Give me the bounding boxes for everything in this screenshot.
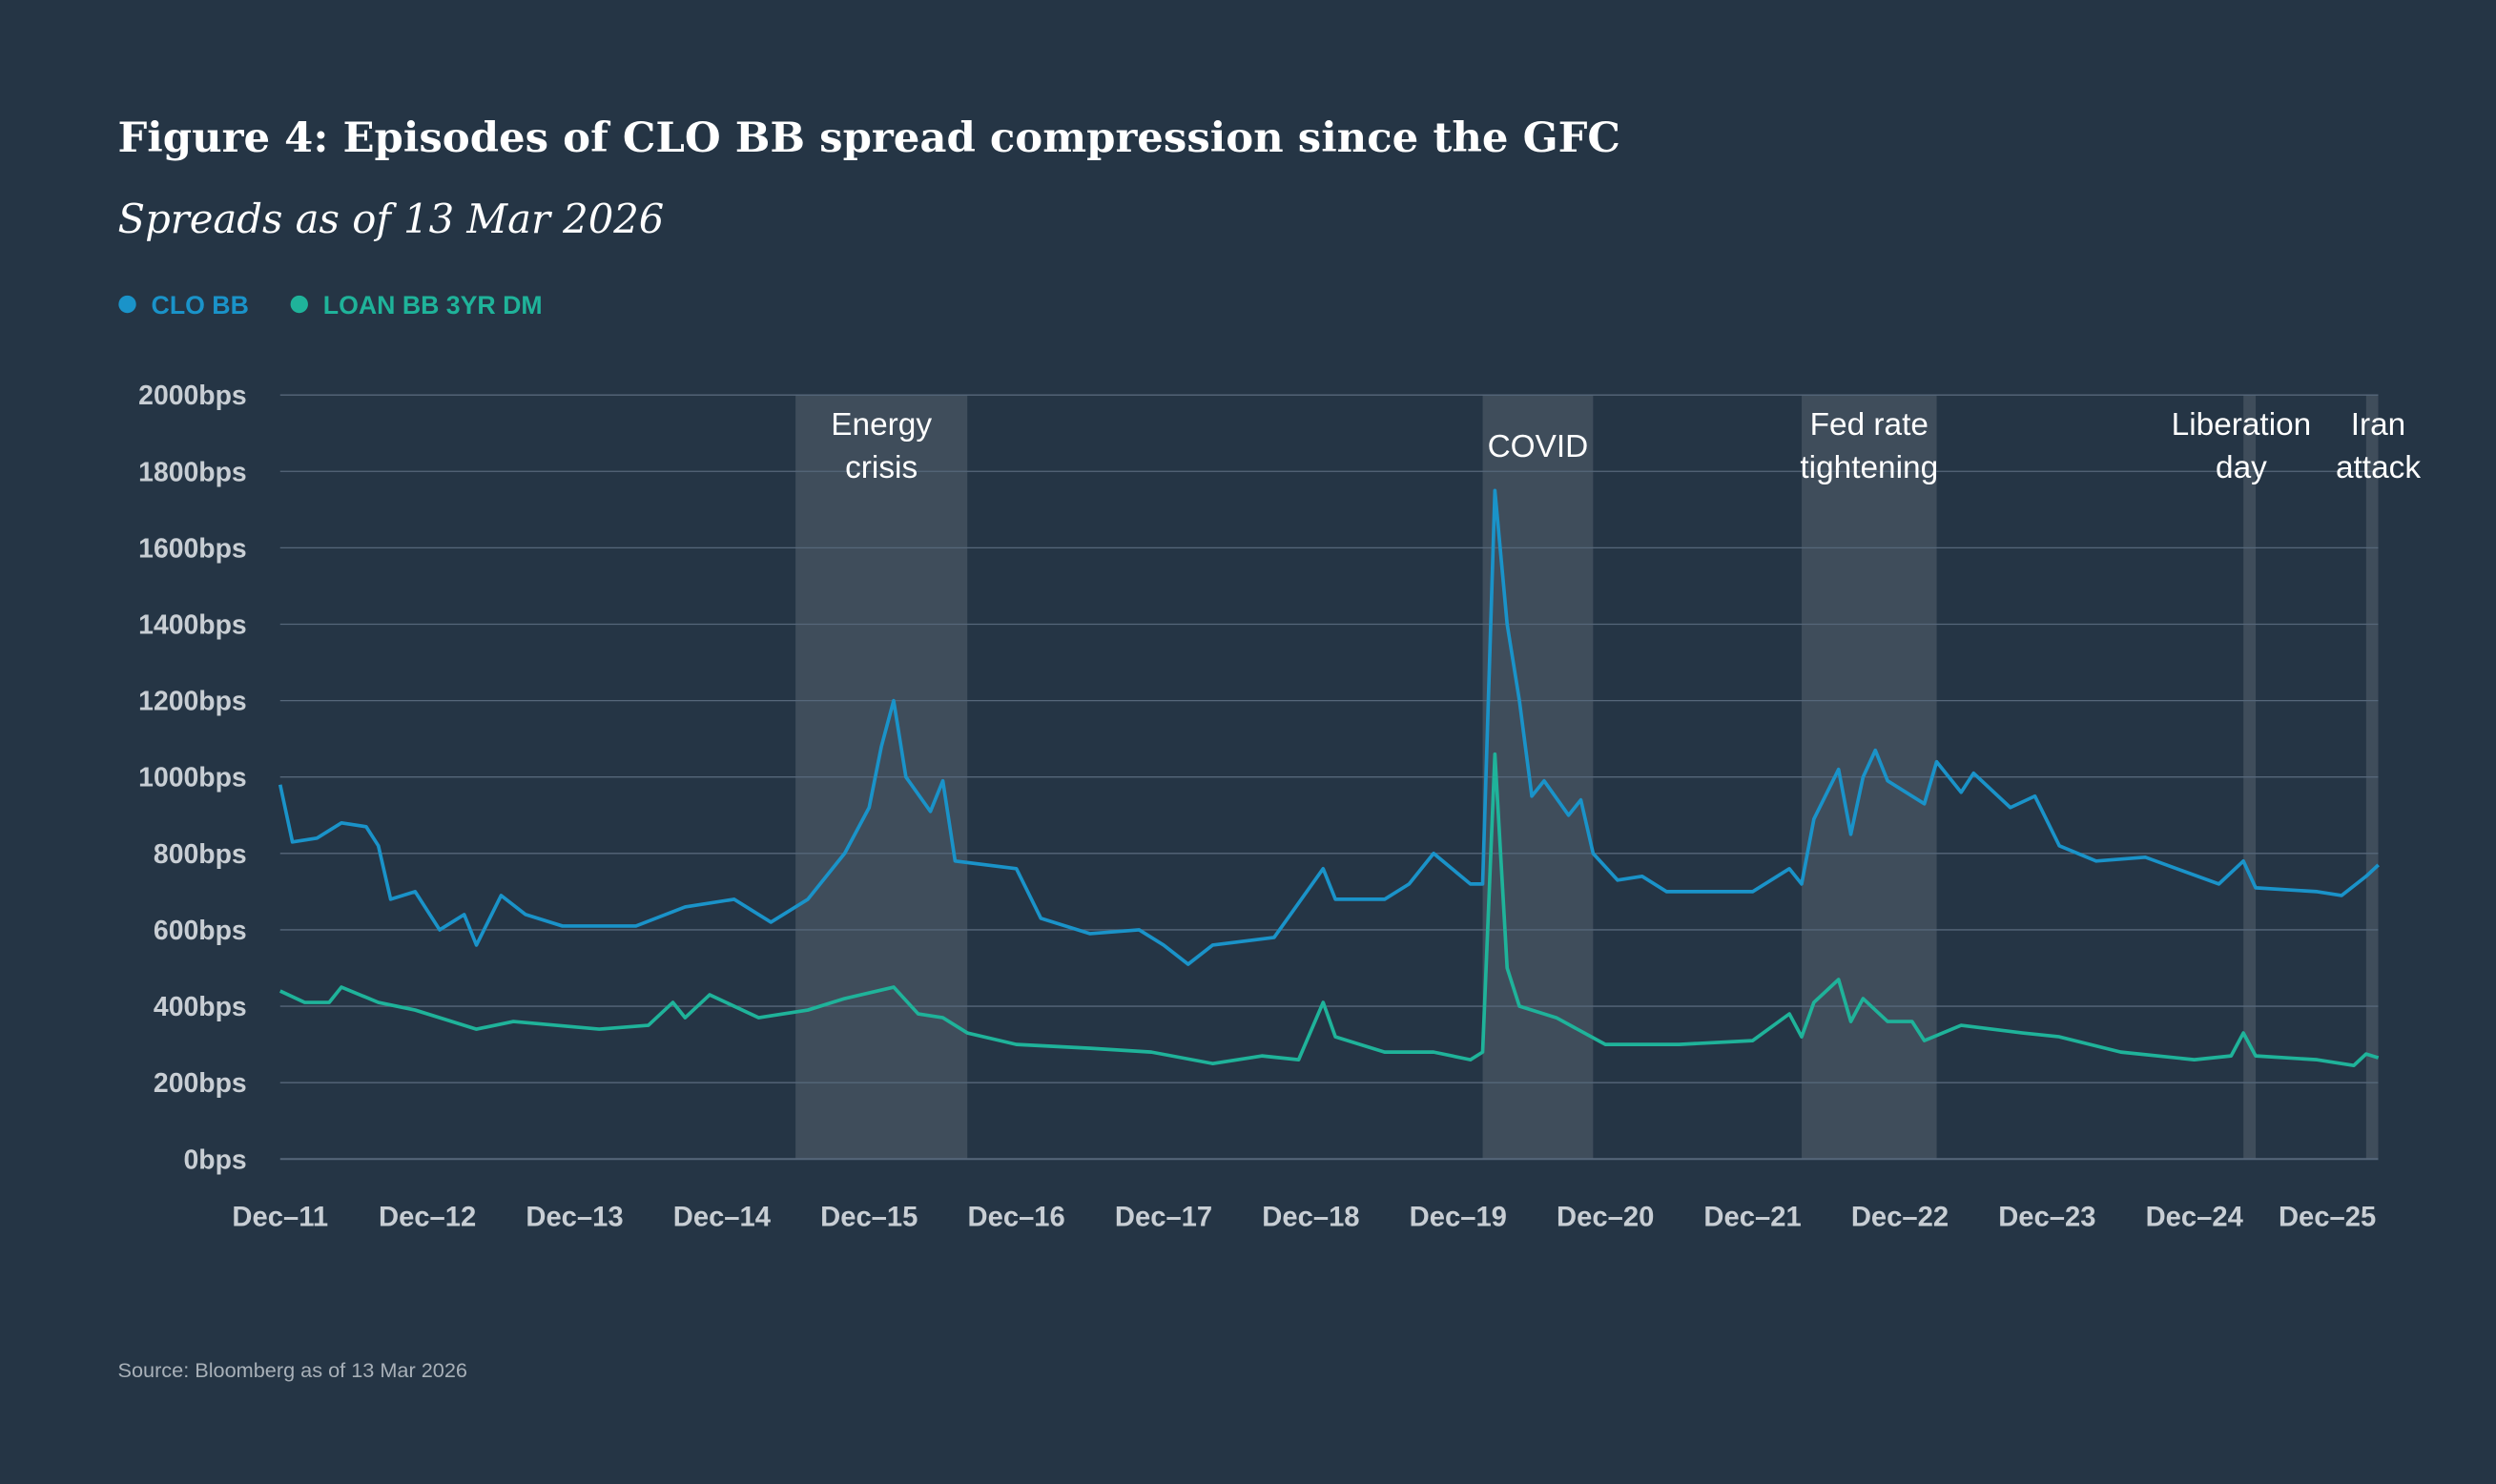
annotation-label: Iran [2351, 407, 2406, 443]
y-tick-label: 1800bps [138, 457, 247, 487]
y-tick-label: 600bps [154, 916, 247, 946]
annotation-label: attack [2336, 450, 2421, 485]
x-tick-label: Dec–19 [1410, 1202, 1507, 1232]
x-axis: Dec–11 Dec–12 Dec–13 Dec–14 Dec–15 Dec–16 Dec–… [232, 1202, 2376, 1232]
y-tick-label: 1400bps [138, 610, 247, 641]
gridlines [279, 394, 2379, 1161]
series-line-loan-bb-3yr-dm [278, 752, 2380, 1067]
x-tick-label: Dec–25 [2279, 1202, 2376, 1232]
x-tick-label: Dec–21 [1703, 1202, 1801, 1232]
y-tick-label: 200bps [154, 1068, 247, 1099]
annotation-label: Fed rate [1810, 407, 1929, 443]
x-tick-label: Dec–22 [1851, 1202, 1949, 1232]
annotation-label: Liberation [2172, 407, 2312, 443]
chart-subtitle: Spreads as of 13 Mar 2026 [118, 196, 665, 242]
legend-marker [118, 295, 136, 314]
y-tick-label: 400bps [154, 992, 247, 1022]
x-tick-label: Dec–24 [2146, 1202, 2244, 1232]
x-tick-label: Dec–17 [1115, 1202, 1212, 1232]
series-lines [278, 488, 2380, 1067]
x-tick-label: Dec–12 [379, 1202, 476, 1232]
x-tick-label: Dec–14 [673, 1202, 772, 1232]
legend-label: LOAN BB 3YR DM [323, 291, 543, 319]
y-axis: 0bps 200bps 400bps 600bps 800bps 1000bps 1200b… [138, 381, 247, 1175]
x-tick-label: Dec–16 [968, 1202, 1065, 1232]
annotation-label: crisis [845, 450, 918, 485]
legend: CLO BB LOAN BB 3YR DM [118, 291, 543, 319]
x-tick-label: Dec–18 [1262, 1202, 1359, 1232]
annotation-label: tightening [1800, 450, 1938, 485]
y-tick-label: 0bps [183, 1144, 246, 1175]
chart-title: Figure 4: Episodes of CLO BB spread comp… [118, 113, 1620, 162]
series-line-clo-bb [278, 488, 2380, 966]
annotations: Energy crisis COVID Fed rate tightening Liber… [831, 407, 2421, 485]
y-tick-label: 1600bps [138, 533, 247, 564]
annotation-label: Energy [831, 407, 932, 443]
source-note: Source: Bloomberg as of 13 Mar 2026 [118, 1358, 468, 1382]
y-tick-label: 800bps [154, 839, 247, 870]
x-tick-label: Dec–13 [526, 1202, 623, 1232]
x-tick-label: Dec–15 [820, 1202, 918, 1232]
y-tick-label: 2000bps [138, 381, 247, 411]
x-tick-label: Dec–20 [1557, 1202, 1654, 1232]
legend-label: CLO BB [152, 291, 249, 319]
y-tick-label: 1200bps [138, 687, 247, 717]
x-tick-label: Dec–11 [232, 1202, 328, 1232]
x-tick-label: Dec–23 [1998, 1202, 2095, 1232]
legend-marker [290, 295, 308, 314]
y-tick-label: 1000bps [138, 763, 247, 794]
annotation-label: day [2216, 450, 2267, 485]
annotation-label: COVID [1488, 429, 1589, 464]
